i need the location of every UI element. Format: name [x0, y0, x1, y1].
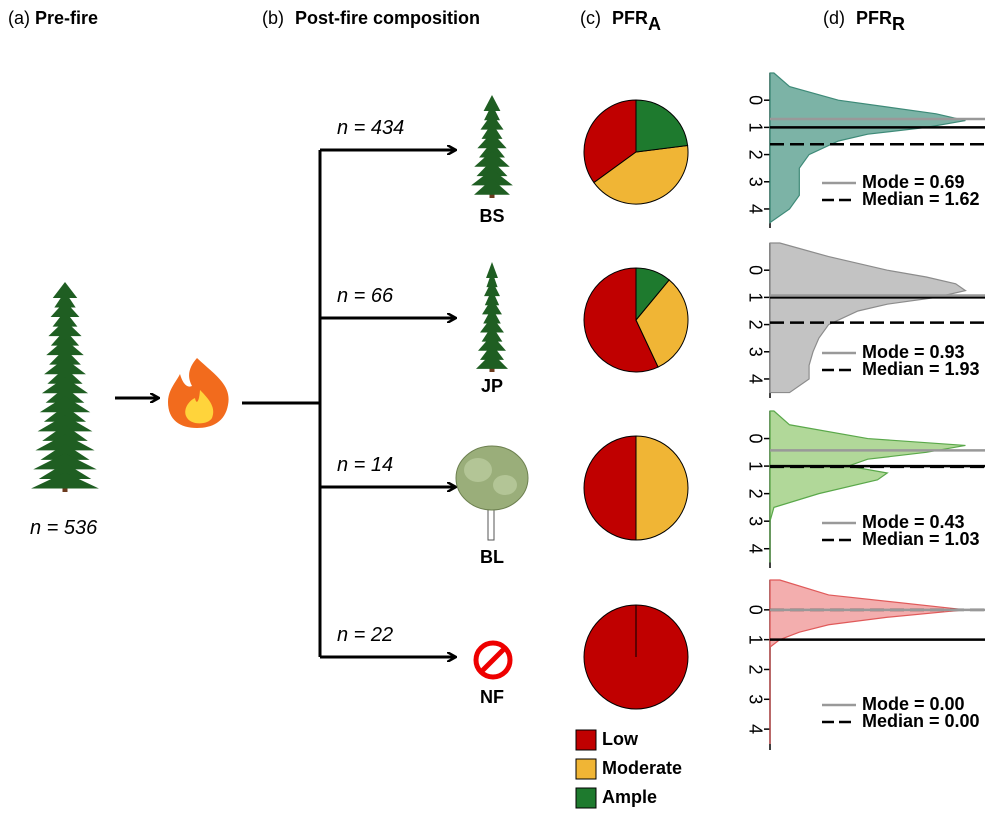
y-tick-label: 1 — [745, 461, 765, 471]
foliage — [31, 472, 99, 488]
y-tick-label: 0 — [745, 95, 765, 105]
foliage — [476, 353, 508, 369]
y-tick-label: 1 — [745, 122, 765, 132]
branch-n: n = 66 — [337, 285, 394, 307]
y-tick-label: 4 — [745, 724, 765, 734]
pie-slice — [584, 436, 636, 540]
branch-n: n = 434 — [337, 117, 404, 139]
median-label: Median = 0.00 — [862, 711, 980, 731]
legend-swatch — [576, 759, 596, 779]
median-label: Median = 1.93 — [862, 359, 980, 379]
y-tick-label: 4 — [745, 204, 765, 214]
tree-icons — [31, 95, 513, 492]
y-tick-label: 0 — [745, 605, 765, 615]
panel-title: (c) PFRA — [580, 8, 661, 34]
branch-label: BS — [479, 206, 504, 226]
y-tick-label: 1 — [745, 292, 765, 302]
branch-n: n = 14 — [337, 454, 393, 476]
branch-n: n = 22 — [337, 624, 393, 646]
y-tick-label: 0 — [745, 434, 765, 444]
panel-title: (b) Post-fire composition — [262, 8, 480, 28]
y-tick-label: 1 — [745, 635, 765, 645]
y-tick-label: 2 — [745, 150, 765, 160]
pre-fire-n: n = 536 — [30, 517, 98, 539]
panel-title: (a) Pre-fire — [8, 8, 98, 28]
y-tick-label: 3 — [745, 347, 765, 357]
y-tick-label: 2 — [745, 664, 765, 674]
y-tick-label: 4 — [745, 544, 765, 554]
branch-label: JP — [481, 376, 503, 396]
y-tick-label: 3 — [745, 516, 765, 526]
legend-label: Ample — [602, 787, 657, 807]
legend-label: Moderate — [602, 758, 682, 778]
median-label: Median = 1.03 — [862, 529, 980, 549]
figure: (a) Pre-fire (b) Post-fire composition (… — [0, 0, 989, 811]
legend-swatch — [576, 730, 596, 750]
y-tick-label: 4 — [745, 374, 765, 384]
y-tick-label: 3 — [745, 694, 765, 704]
median-label: Median = 1.62 — [862, 189, 980, 209]
y-tick-label: 2 — [745, 489, 765, 499]
branch-label: NF — [480, 687, 504, 707]
pie-slice — [636, 100, 688, 152]
y-tick-label: 0 — [745, 265, 765, 275]
diagram-lines — [115, 150, 455, 657]
branch-label: BL — [480, 547, 504, 567]
fire-icon — [168, 358, 229, 428]
broadleaf-icon — [456, 446, 528, 540]
y-tick-label: 2 — [745, 320, 765, 330]
legend-label: Low — [602, 729, 639, 749]
y-tick-label: 3 — [745, 177, 765, 187]
legend-swatch — [576, 788, 596, 808]
panel-title: (d) PFRR — [823, 8, 905, 34]
pie-slice — [636, 436, 688, 540]
no-forest-icon — [476, 643, 510, 677]
